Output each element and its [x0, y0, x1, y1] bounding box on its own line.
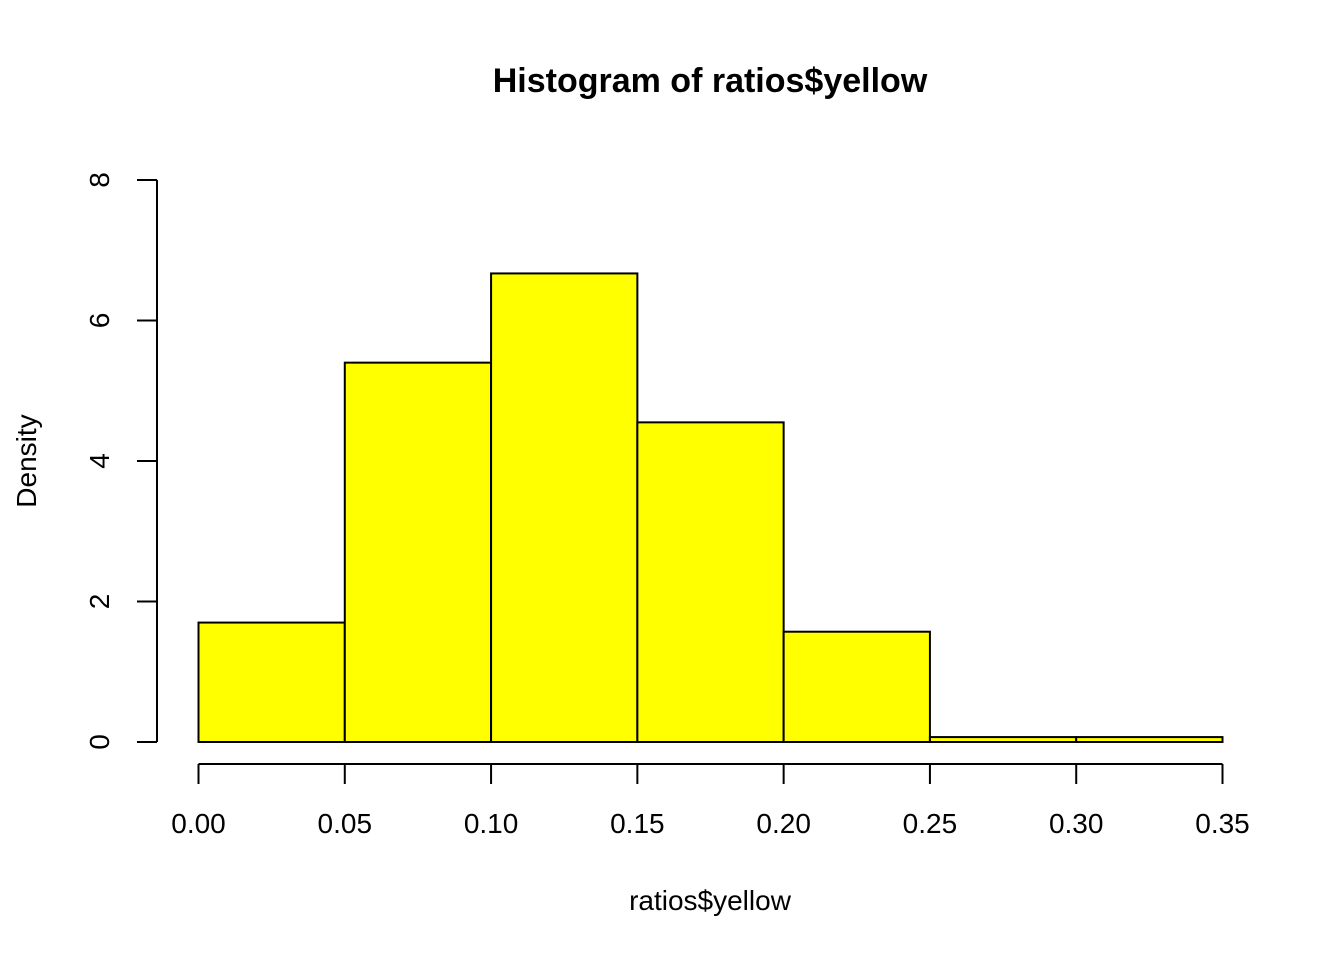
x-tick-label-5: 0.25	[903, 808, 958, 839]
y-tick-label-0: 0	[84, 734, 115, 750]
chart-title: Histogram of ratios$yellow	[493, 62, 928, 100]
histogram-bar-6	[1075, 736, 1224, 744]
histogram-bar-2	[490, 272, 639, 743]
y-tick-label-1: 2	[84, 594, 115, 610]
histogram-bar-1	[343, 361, 493, 743]
x-tick-label-4: 0.20	[756, 808, 811, 839]
x-axis-label: ratios$yellow	[629, 885, 792, 916]
y-axis: 0 2 4 6 8	[84, 172, 158, 750]
histogram-bar-5	[928, 736, 1078, 744]
bars-group	[197, 272, 1224, 744]
x-tick-label-2: 0.10	[464, 808, 519, 839]
histogram-bar-3	[636, 421, 785, 743]
y-tick-label-3: 6	[84, 313, 115, 329]
x-tick-label-0: 0.00	[171, 808, 226, 839]
histogram-bar-0	[197, 621, 346, 744]
x-tick-label-7: 0.35	[1195, 808, 1250, 839]
y-axis-label: Density	[11, 414, 42, 507]
y-tick-label-2: 4	[84, 453, 115, 469]
x-tick-label-3: 0.15	[610, 808, 665, 839]
histogram-bar-4	[782, 630, 931, 744]
x-tick-label-6: 0.30	[1049, 808, 1104, 839]
x-tick-label-1: 0.05	[318, 808, 373, 839]
y-tick-label-4: 8	[84, 172, 115, 188]
x-axis: 0.00 0.05 0.10 0.15 0.20 0.25 0.30 0.35	[171, 763, 1250, 839]
